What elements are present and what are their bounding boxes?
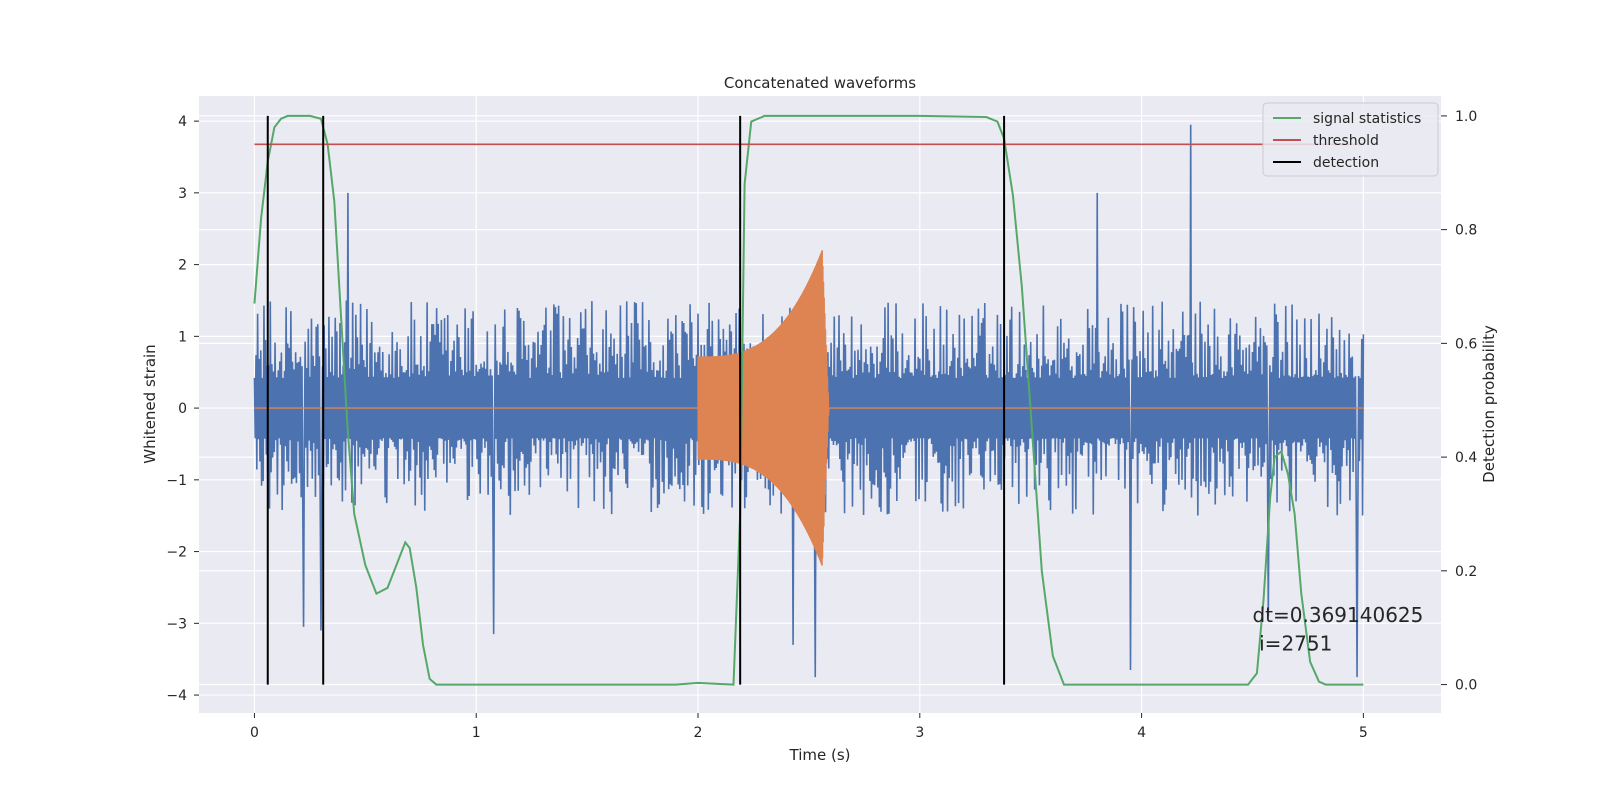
legend-box — [1262, 102, 1439, 177]
legend-label: detection — [1313, 155, 1379, 171]
x-tick-label: 0 — [250, 725, 259, 741]
y-tick-label-right: 0.4 — [1455, 450, 1477, 466]
series-chirp-waveform — [254, 250, 1364, 566]
y-tick-label-left: 4 — [178, 114, 187, 130]
plot-series — [253, 114, 1365, 686]
y-tick-label-left: 0 — [178, 401, 187, 417]
y-tick-label-left: −1 — [166, 473, 187, 489]
chart-title: Concatenated waveforms — [724, 74, 916, 92]
y-tick-label-left: −3 — [166, 616, 187, 632]
y-tick-label-left: 1 — [178, 329, 187, 345]
series-signal-statistics — [253, 114, 1364, 686]
x-ticks: 0 1 2 3 4 5 — [250, 713, 1368, 741]
legend-label: signal statistics — [1313, 111, 1421, 127]
y-tick-label-left: 2 — [178, 258, 187, 274]
y-tick-label-right: 0.6 — [1455, 336, 1477, 352]
y-axis-label-left: Whitened strain — [141, 344, 159, 463]
x-tick-label: 4 — [1137, 725, 1146, 741]
x-tick-label: 3 — [915, 725, 924, 741]
y-tick-label-right: 0.0 — [1455, 678, 1477, 694]
y-tick-label-right: 0.2 — [1455, 564, 1477, 580]
y-tick-label-left: −2 — [166, 545, 187, 561]
y-tick-label-left: 3 — [178, 186, 187, 202]
legend: signal statistics threshold detection — [1262, 102, 1439, 177]
annotation-text: dt=0.369140625 — [1252, 603, 1423, 627]
y-tick-label-left: −4 — [166, 688, 187, 704]
x-tick-label: 2 — [694, 725, 703, 741]
y-tick-label-right: 1.0 — [1455, 109, 1477, 125]
y-ticks-right: 0.0 0.2 0.4 0.6 0.8 1.0 — [1441, 109, 1477, 694]
y-tick-label-right: 0.8 — [1455, 223, 1477, 239]
x-tick-label: 5 — [1359, 725, 1368, 741]
legend-label: threshold — [1313, 133, 1379, 149]
annotations: dt=0.369140625 i=2751 — [1252, 603, 1423, 655]
y-axis-label-right: Detection probability — [1480, 325, 1498, 483]
x-tick-label: 1 — [472, 725, 481, 741]
y-ticks-left: −4 −3 −2 −1 0 1 2 3 4 — [166, 114, 199, 704]
annotation-text: i=2751 — [1259, 631, 1332, 655]
x-axis-label: Time (s) — [789, 746, 851, 764]
